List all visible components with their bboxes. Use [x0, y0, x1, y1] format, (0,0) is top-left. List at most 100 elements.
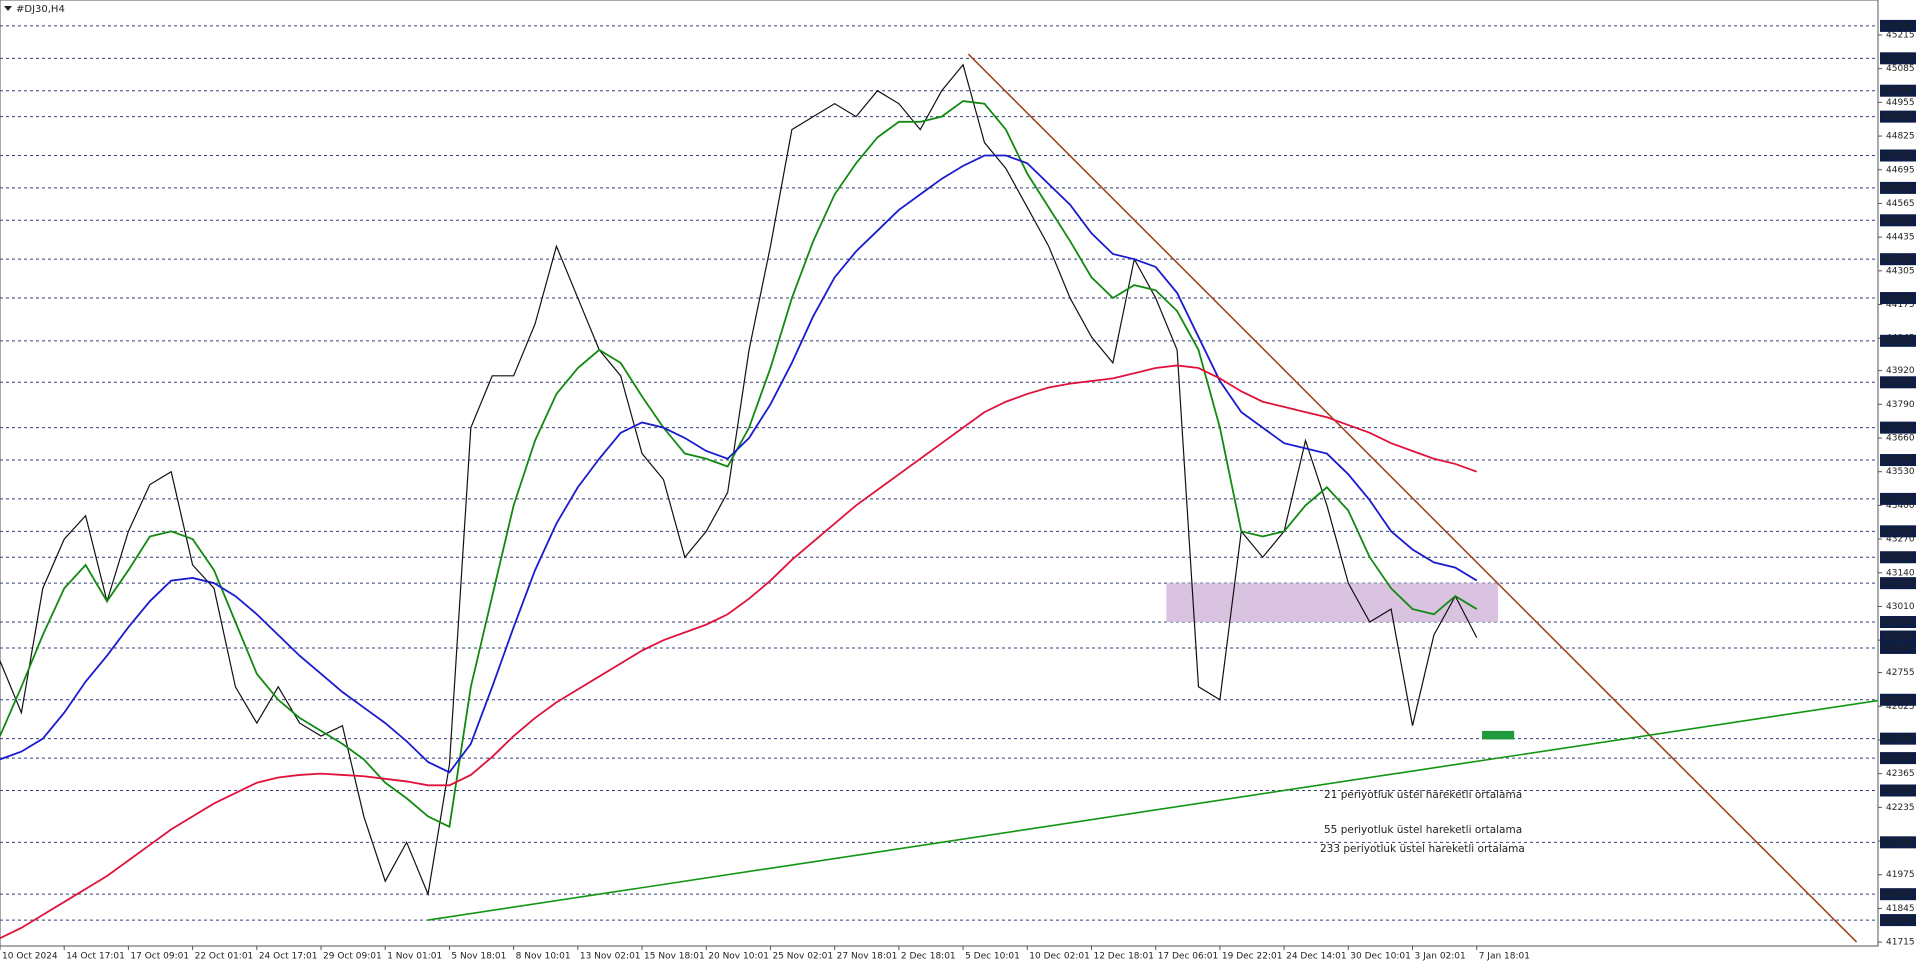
- level-label-box: [1880, 376, 1916, 389]
- level-label: 44500: [1884, 216, 1913, 226]
- level-label-box: [1880, 84, 1916, 97]
- ema-line: [0, 100, 1478, 829]
- level-label-box: [1880, 551, 1916, 564]
- x-tick-label: 17 Oct 09:01: [130, 952, 189, 962]
- y-tick-label: 42365: [1886, 769, 1915, 779]
- y-tick-label: 42755: [1886, 668, 1915, 678]
- level-label-box: [1880, 914, 1916, 927]
- level-label: 42650: [1884, 695, 1913, 705]
- ema-line: [0, 364, 1478, 940]
- y-tick-label: 45085: [1886, 64, 1915, 74]
- y-tick-label: 43400: [1886, 501, 1915, 511]
- legend-entry: 55 periyotluk üstel hareketli ortalama: [1324, 824, 1522, 836]
- y-tick-label: 43530: [1886, 467, 1915, 477]
- zone: [1482, 730, 1515, 740]
- level-label-box: [1880, 616, 1916, 629]
- x-tick-label: 1 Nov 01:01: [387, 952, 442, 962]
- y-tick-label: 44825: [1886, 132, 1915, 142]
- level-label-box: [1880, 836, 1916, 849]
- level-label: 44035: [1884, 336, 1913, 346]
- x-tick-label: 14 Oct 17:01: [66, 952, 125, 962]
- ema-line: [0, 154, 1478, 774]
- y-tick-label: 41715: [1886, 938, 1915, 948]
- y-tick-label: 42235: [1886, 803, 1915, 813]
- level-label-box: [1880, 149, 1916, 162]
- x-tick-label: 30 Dec 10:01: [1350, 952, 1411, 962]
- y-tick-label: 44435: [1886, 233, 1915, 243]
- y-tick-label: 43920: [1886, 366, 1915, 376]
- level-label-box: [1880, 253, 1916, 266]
- x-tick-label: 22 Oct 01:01: [195, 952, 254, 962]
- level-label: 43425: [1884, 494, 1913, 504]
- level-label-box: [1880, 752, 1916, 765]
- x-tick-label: 24 Oct 17:01: [259, 952, 318, 962]
- chart-title: #DJ30,H4: [16, 4, 65, 15]
- level-label: 45125: [1884, 54, 1913, 64]
- level-label-box: [1880, 784, 1916, 797]
- level-label-box: [1880, 888, 1916, 901]
- x-tick-label: 10 Oct 2024: [2, 952, 58, 962]
- level-label: 43300: [1884, 527, 1913, 537]
- level-label-box: [1880, 19, 1916, 32]
- x-tick-label: 29 Oct 09:01: [323, 952, 382, 962]
- y-tick-label: 43790: [1886, 400, 1915, 410]
- y-tick-label: 43660: [1886, 434, 1915, 444]
- level-label: 42500: [1884, 734, 1913, 744]
- price-line: [0, 63, 1478, 897]
- level-label-box: [1880, 110, 1916, 123]
- x-tick-label: 24 Dec 14:01: [1286, 952, 1347, 962]
- level-label: 44625: [1884, 183, 1913, 193]
- y-tick-label: 44955: [1886, 98, 1915, 108]
- x-tick-label: 12 Dec 18:01: [1093, 952, 1154, 962]
- level-label: 42950: [1884, 618, 1913, 628]
- level-label: 44750: [1884, 151, 1913, 161]
- x-tick-label: 7 Jan 18:01: [1479, 952, 1530, 962]
- level-label: 42300: [1884, 786, 1913, 796]
- x-tick-label: 19 Dec 22:01: [1222, 952, 1283, 962]
- level-label: 41800: [1884, 916, 1913, 926]
- level-label: 43200: [1884, 553, 1913, 563]
- x-tick-label: 20 Nov 10:01: [708, 952, 769, 962]
- level-label: 42850: [1884, 643, 1913, 653]
- y-tick-label: 44305: [1886, 266, 1915, 276]
- zone: [1166, 583, 1499, 623]
- legend-entry: 233 periyotluk üstel hareketli ortalama: [1320, 843, 1525, 855]
- x-tick-label: 3 Jan 02:01: [1415, 952, 1466, 962]
- level-label: 45000: [1884, 86, 1913, 96]
- level-label: 43575: [1884, 456, 1913, 466]
- menu-arrow[interactable]: [4, 6, 12, 11]
- x-tick-label: 10 Dec 02:01: [1029, 952, 1090, 962]
- x-tick-label: 17 Dec 06:01: [1158, 952, 1219, 962]
- level-label: 45250: [1884, 21, 1913, 31]
- level-label: 42425: [1884, 754, 1913, 764]
- level-label-box: [1880, 525, 1916, 538]
- level-label-box: [1880, 641, 1916, 654]
- x-tick-label: 8 Nov 10:01: [516, 952, 571, 962]
- level-label-box: [1880, 52, 1916, 65]
- x-tick-label: 2 Dec 18:01: [901, 952, 956, 962]
- level-label: 43875: [1884, 378, 1913, 388]
- x-tick-label: 5 Dec 10:01: [965, 952, 1020, 962]
- y-tick-label: 45215: [1886, 30, 1915, 40]
- level-label: 44900: [1884, 112, 1913, 122]
- y-tick-label: 43010: [1886, 602, 1915, 612]
- x-tick-label: 27 Nov 18:01: [837, 952, 898, 962]
- level-label: 44200: [1884, 294, 1913, 304]
- level-label-box: [1880, 421, 1916, 434]
- level-label: 42100: [1884, 838, 1913, 848]
- plot-frame: [0, 0, 1879, 947]
- y-tick-label: 44565: [1886, 199, 1915, 209]
- level-label-box: [1880, 732, 1916, 745]
- x-tick-label: 25 Nov 02:01: [772, 952, 833, 962]
- y-tick-label: 42625: [1886, 702, 1915, 712]
- y-tick-label: 44175: [1886, 300, 1915, 310]
- level-label-box: [1880, 693, 1916, 706]
- legend-entry: 21 periyotluk üstel hareketli ortalama: [1324, 789, 1522, 801]
- trendline: [967, 53, 1858, 943]
- trendline: [427, 699, 1879, 921]
- y-tick-label: 43140: [1886, 568, 1915, 578]
- x-tick-label: 15 Nov 18:01: [644, 952, 705, 962]
- x-tick-label: 13 Nov 02:01: [580, 952, 641, 962]
- level-label: 44350: [1884, 255, 1913, 265]
